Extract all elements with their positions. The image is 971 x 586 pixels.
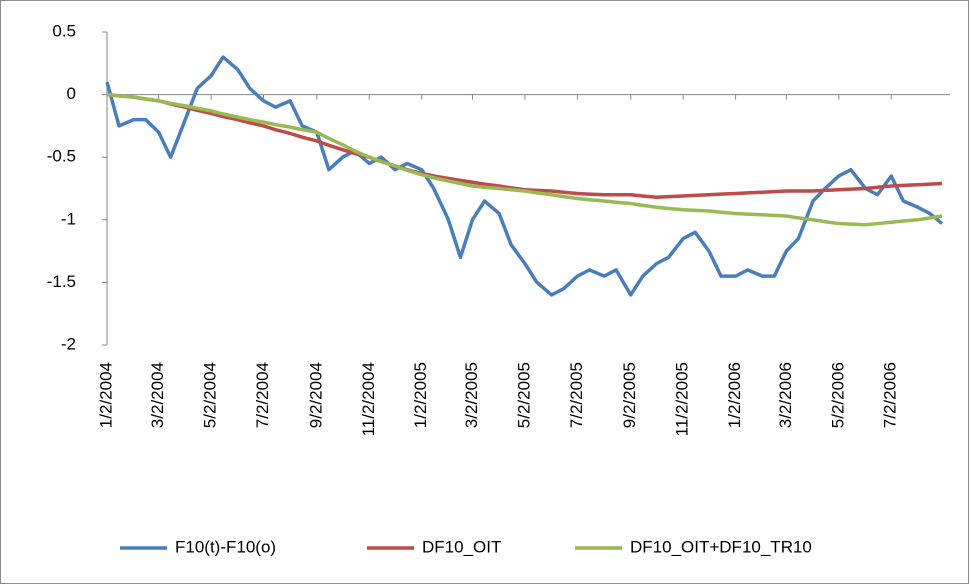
x-tick-label: 1/2/2005 [411,362,430,428]
series-line [105,55,944,297]
x-tick-label: 3/2/2004 [148,362,167,428]
x-tick-label: 3/2/2005 [462,362,481,428]
y-tick-label: -1 [61,209,76,228]
x-tick-label: 7/2/2005 [567,362,586,428]
x-tick-label: 5/2/2005 [514,362,533,428]
x-tick-label: 11/2/2005 [673,362,692,436]
x-tick-label: 3/2/2006 [776,362,795,428]
legend-label: DF10_OIT+DF10_TR10 [630,537,812,556]
x-tick-label: 7/2/2006 [881,362,900,428]
legend-label: F10(t)-F10(o) [175,537,276,556]
y-tick-label: -1.5 [47,272,76,291]
y-tick-label: 0 [67,84,76,103]
x-tick-label: 5/2/2006 [828,362,847,428]
x-tick-label: 1/2/2004 [96,362,115,428]
x-tick-label: 11/2/2004 [359,362,378,436]
x-tick-label: 7/2/2004 [253,362,272,428]
y-tick-label: 0.5 [52,21,76,40]
y-tick-label: -0.5 [47,147,76,166]
x-tick-label: 9/2/2004 [306,362,325,428]
x-tick-label: 1/2/2006 [725,362,744,428]
x-tick-label: 9/2/2005 [620,362,639,428]
x-tick-label: 5/2/2004 [201,362,220,428]
y-tick-label: -2 [61,334,76,353]
legend-label: DF10_OIT [422,537,501,556]
series-line [106,92,943,227]
